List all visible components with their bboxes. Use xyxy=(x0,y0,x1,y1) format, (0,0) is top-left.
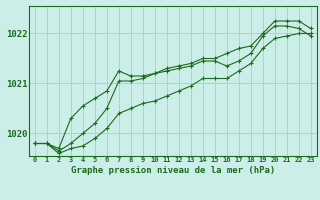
X-axis label: Graphe pression niveau de la mer (hPa): Graphe pression niveau de la mer (hPa) xyxy=(71,166,275,175)
